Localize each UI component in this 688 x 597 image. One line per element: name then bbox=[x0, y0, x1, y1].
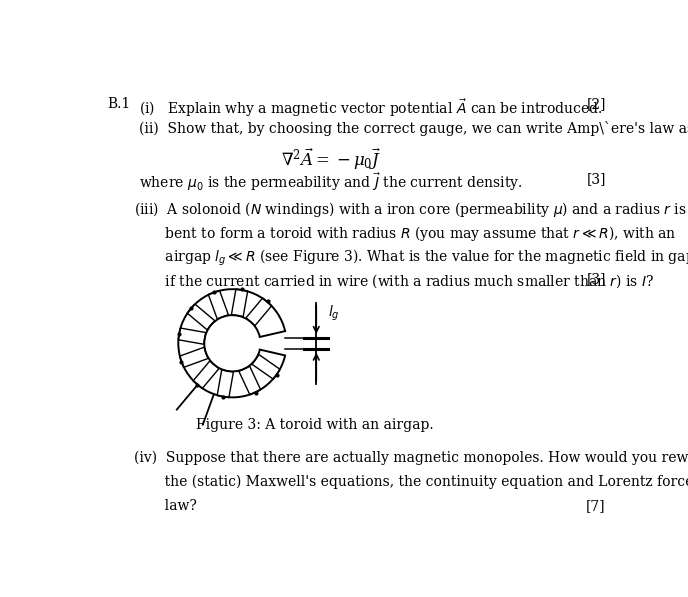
Text: B.1: B.1 bbox=[107, 97, 131, 111]
Text: law?: law? bbox=[134, 498, 197, 513]
Text: $\nabla^2\vec{A} = -\mu_0\vec{J}$: $\nabla^2\vec{A} = -\mu_0\vec{J}$ bbox=[281, 146, 382, 172]
Text: airgap $l_g \ll R$ (see Figure 3). What is the value for the magnetic field in g: airgap $l_g \ll R$ (see Figure 3). What … bbox=[134, 248, 688, 269]
Text: [2]: [2] bbox=[586, 97, 606, 111]
Text: the (static) Maxwell's equations, the continuity equation and Lorentz force: the (static) Maxwell's equations, the co… bbox=[134, 475, 688, 489]
Text: [3]: [3] bbox=[586, 172, 606, 186]
Text: (iv)  Suppose that there are actually magnetic monopoles. How would you rewrite: (iv) Suppose that there are actually mag… bbox=[134, 451, 688, 465]
Text: if the current carried in wire (with a radius much smaller than $r$) is $I$?: if the current carried in wire (with a r… bbox=[134, 272, 654, 290]
Text: $l_g$: $l_g$ bbox=[328, 304, 340, 323]
Text: [3]: [3] bbox=[586, 272, 606, 286]
Text: (ii)  Show that, by choosing the correct gauge, we can write Amp\`ere's law as:: (ii) Show that, by choosing the correct … bbox=[139, 121, 688, 136]
Text: [7]: [7] bbox=[586, 498, 606, 513]
Text: where $\mu_0$ is the permeability and $\vec{J}$ the current density.: where $\mu_0$ is the permeability and $\… bbox=[139, 172, 523, 193]
Text: bent to form a toroid with radius $R$ (you may assume that $r \ll R$), with an: bent to form a toroid with radius $R$ (y… bbox=[134, 224, 676, 243]
Text: (i)   Explain why a magnetic vector potential $\vec{A}$ can be introduced.: (i) Explain why a magnetic vector potent… bbox=[139, 97, 603, 119]
Text: Figure 3: A toroid with an airgap.: Figure 3: A toroid with an airgap. bbox=[197, 418, 434, 432]
Text: (iii)  A solonoid ($N$ windings) with a iron core (permeability $\mu$) and a rad: (iii) A solonoid ($N$ windings) with a i… bbox=[134, 201, 687, 219]
